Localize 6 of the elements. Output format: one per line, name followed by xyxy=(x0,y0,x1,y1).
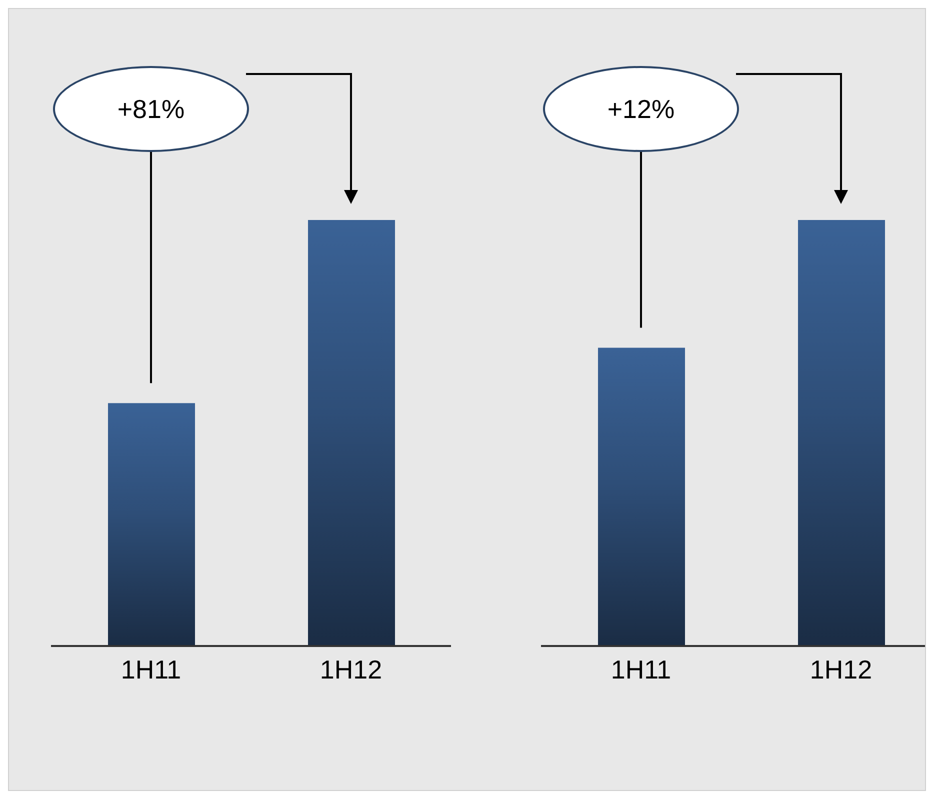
x-tick-label: 1H12 xyxy=(810,654,872,684)
x-tick-label: 1H11 xyxy=(120,654,182,684)
callout-ellipse: +12% xyxy=(543,66,739,152)
callout-ellipse: +81% xyxy=(53,66,249,152)
x-tick-label: 1H12 xyxy=(320,654,382,684)
x-tick-label: 1H11 xyxy=(610,654,672,684)
